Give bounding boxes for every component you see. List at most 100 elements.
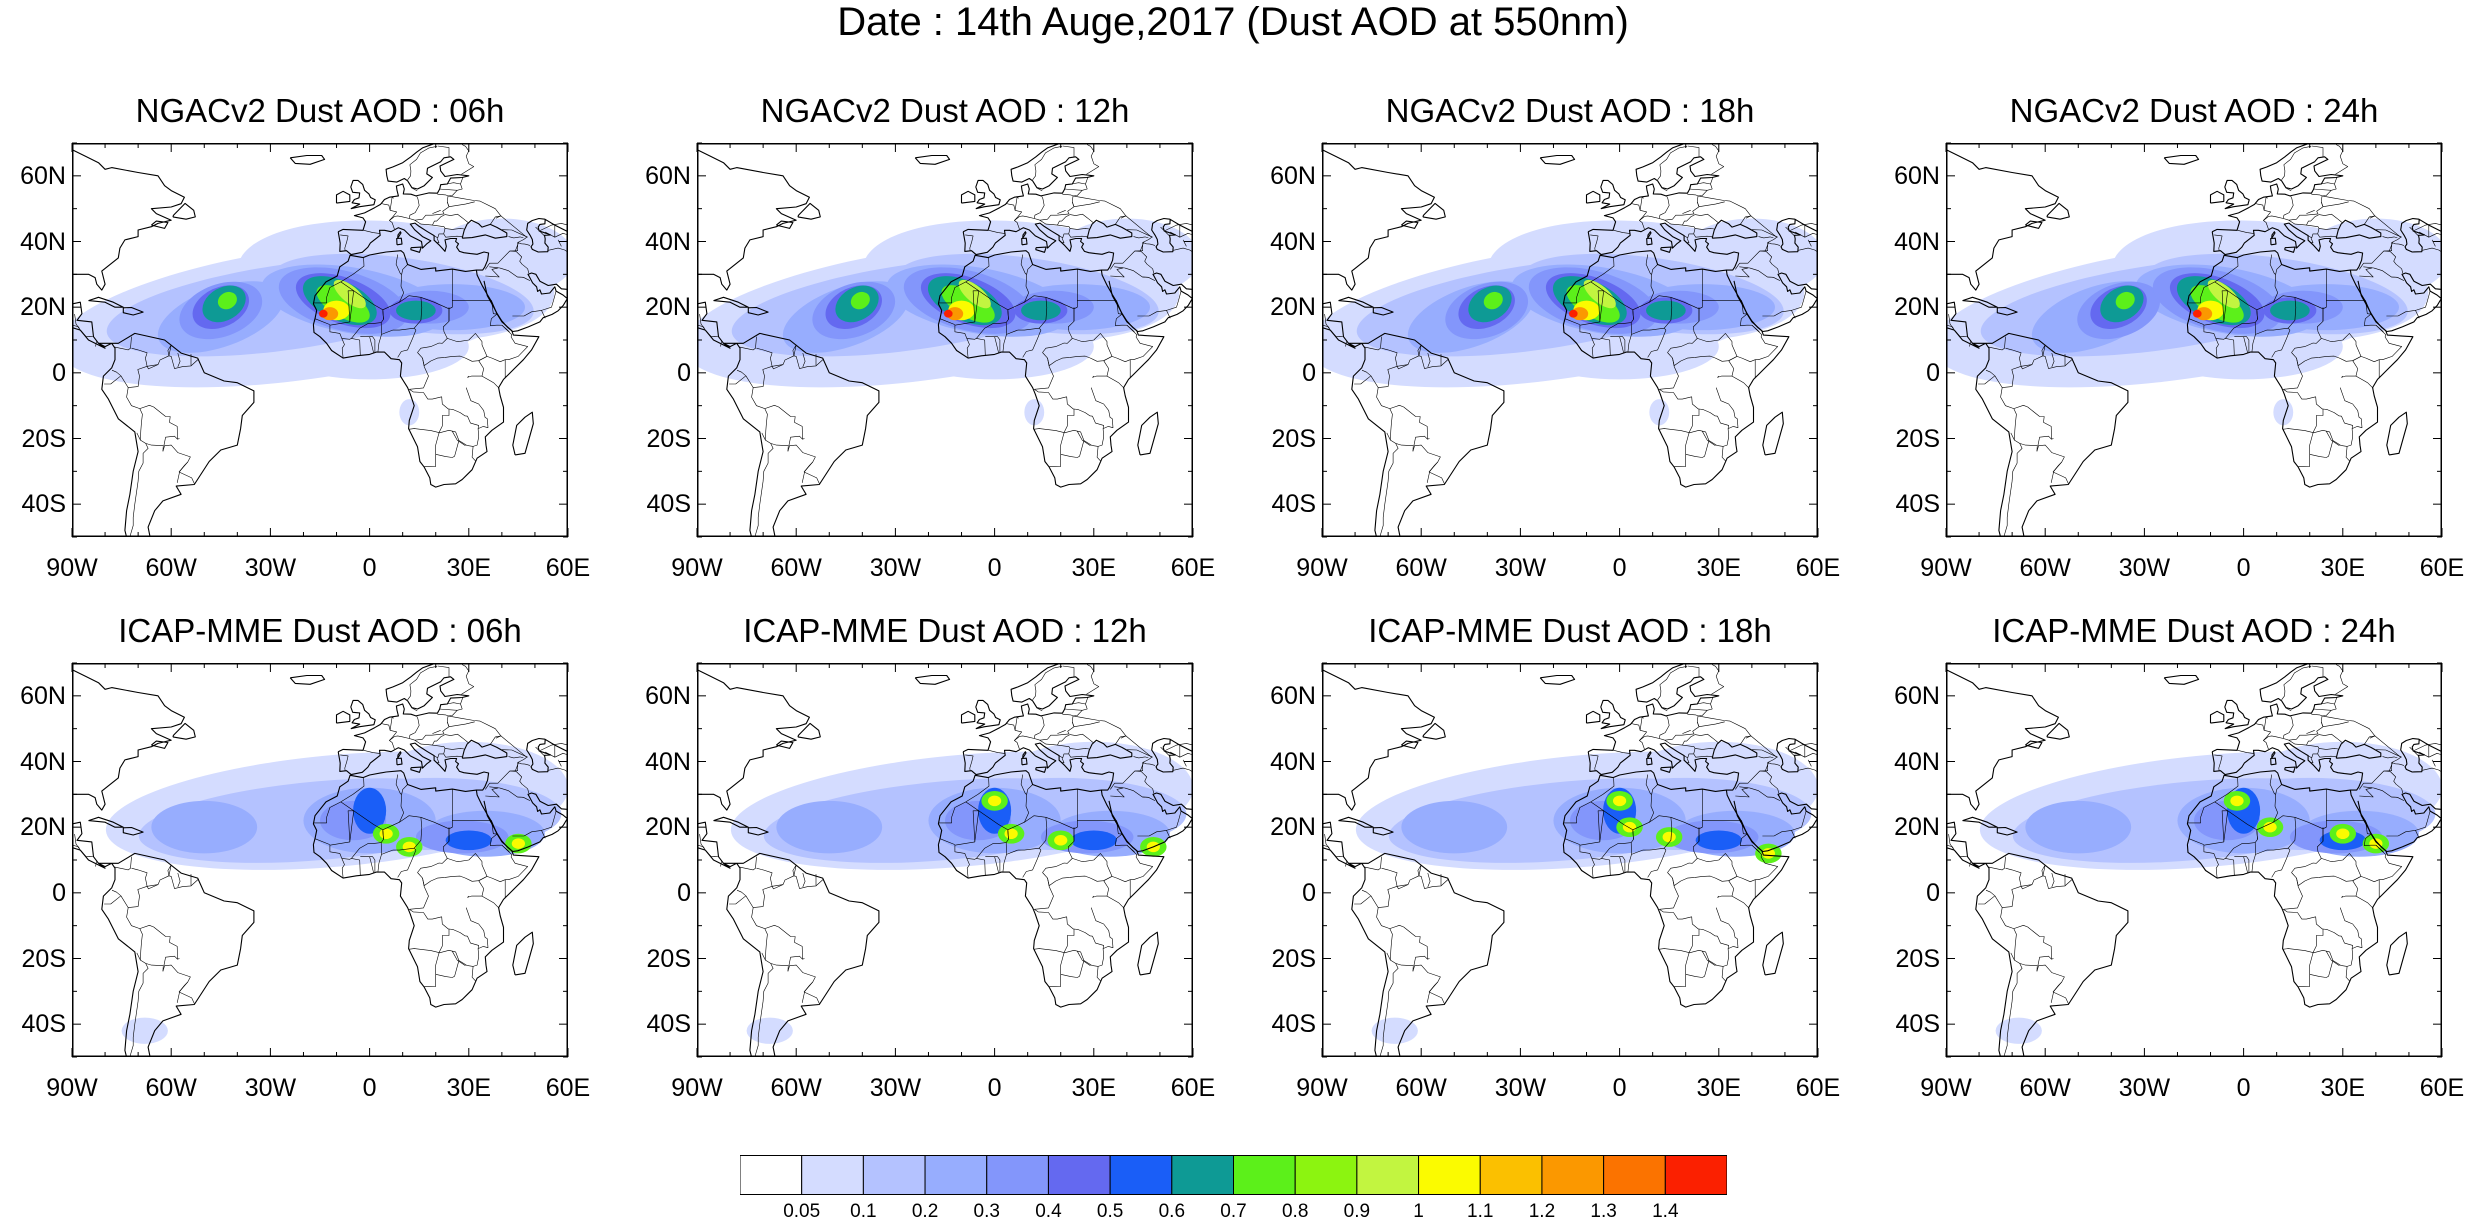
country-border xyxy=(1735,266,1750,278)
coastline xyxy=(1647,231,1652,239)
country-border xyxy=(787,964,820,1004)
coastline xyxy=(98,852,255,1057)
country-border xyxy=(1072,715,1127,739)
map-frame-border xyxy=(1946,663,2442,1057)
country-border xyxy=(2283,715,2294,739)
country-border xyxy=(1948,314,1967,337)
country-border xyxy=(2010,952,2015,961)
country-border xyxy=(2309,440,2334,458)
country-border xyxy=(2322,300,2366,310)
country-border xyxy=(1096,966,1101,982)
country-border xyxy=(1038,817,1048,849)
coastline xyxy=(1946,149,2059,291)
coastline xyxy=(1711,739,1758,759)
country-border xyxy=(72,844,80,850)
coastline xyxy=(1338,296,1374,308)
country-border xyxy=(1736,324,1779,362)
country-border xyxy=(1563,257,1615,304)
lat-tick-label: 20S xyxy=(1895,944,1940,973)
map-panel xyxy=(1945,142,2443,538)
country-border xyxy=(489,820,510,853)
coastline xyxy=(2224,179,2250,210)
coastline xyxy=(72,301,106,349)
country-border xyxy=(1034,389,1074,410)
country-border xyxy=(443,753,463,758)
country-border xyxy=(697,844,705,850)
country-border xyxy=(1381,347,1409,367)
lon-tick-label: 90W xyxy=(46,554,98,582)
coastline xyxy=(72,669,185,811)
country-border xyxy=(2309,960,2334,978)
country-border xyxy=(414,734,446,746)
map-panel xyxy=(696,662,1194,1058)
country-border xyxy=(407,666,438,700)
country-border xyxy=(1661,187,1668,192)
country-border xyxy=(432,210,441,214)
country-border xyxy=(447,201,475,208)
country-border xyxy=(2013,404,2054,440)
aod-contour xyxy=(1401,800,1508,854)
country-border xyxy=(1381,867,1409,887)
country-border xyxy=(1590,234,1599,251)
country-border xyxy=(411,187,418,192)
country-border xyxy=(2203,801,2229,879)
lat-tick-label: 40N xyxy=(645,227,691,256)
country-border xyxy=(2051,873,2055,888)
colorbar-swatch xyxy=(1109,1155,1173,1195)
country-border xyxy=(490,735,528,763)
country-border xyxy=(1036,187,1043,192)
country-border xyxy=(1688,408,1730,433)
country-border xyxy=(1428,981,1438,993)
country-border xyxy=(485,266,500,278)
country-border xyxy=(1791,310,1796,319)
coastline xyxy=(1972,852,2129,1057)
country-border xyxy=(2421,767,2442,773)
country-border xyxy=(460,697,464,705)
country-border xyxy=(2013,924,2054,960)
country-border xyxy=(2382,756,2398,759)
country-border xyxy=(1142,762,1156,766)
country-border xyxy=(448,183,463,197)
lat-tick-label: 0 xyxy=(677,358,691,387)
coastline xyxy=(1587,143,1720,233)
lat-tick-label: 60N xyxy=(645,161,691,190)
dust-aod-field xyxy=(1946,663,2442,1057)
colorbar-swatch xyxy=(1541,1155,1605,1195)
country-border xyxy=(1579,801,1605,879)
coastline xyxy=(1348,852,1505,1057)
country-border xyxy=(2041,344,2073,369)
country-border xyxy=(126,864,172,972)
colorbar-swatch xyxy=(1479,1155,1543,1195)
aod-contour xyxy=(1569,309,1578,318)
country-border xyxy=(2050,472,2054,483)
lat-tick-label: 0 xyxy=(677,878,691,907)
country-border xyxy=(1711,144,1725,175)
lat-tick-label: 20N xyxy=(1894,293,1940,322)
aod-contour xyxy=(1761,848,1776,859)
country-border xyxy=(1664,734,1696,746)
country-border xyxy=(2215,810,2258,860)
country-border xyxy=(341,810,384,860)
coastline xyxy=(1137,411,1159,456)
country-border xyxy=(2234,856,2248,873)
country-border xyxy=(177,353,181,368)
country-border xyxy=(2255,723,2272,741)
country-border xyxy=(1363,336,1382,351)
colorbar-swatch xyxy=(1294,1155,1358,1195)
country-border xyxy=(1042,297,1075,353)
country-border xyxy=(2037,955,2052,966)
country-border xyxy=(1092,375,1108,378)
country-border xyxy=(408,428,440,433)
country-border xyxy=(1069,733,1094,744)
country-border xyxy=(1072,201,1100,208)
aod-contour xyxy=(511,838,526,849)
country-border xyxy=(1762,830,1792,837)
coastline xyxy=(2335,739,2382,759)
aod-contour xyxy=(445,830,492,851)
country-border xyxy=(2321,201,2349,208)
coastline xyxy=(1086,219,1133,239)
lon-tick-label: 30E xyxy=(446,1074,492,1102)
lon-tick-label: 30W xyxy=(2118,1074,2171,1102)
coastline xyxy=(1962,296,1998,308)
aod-contour xyxy=(1612,795,1627,807)
